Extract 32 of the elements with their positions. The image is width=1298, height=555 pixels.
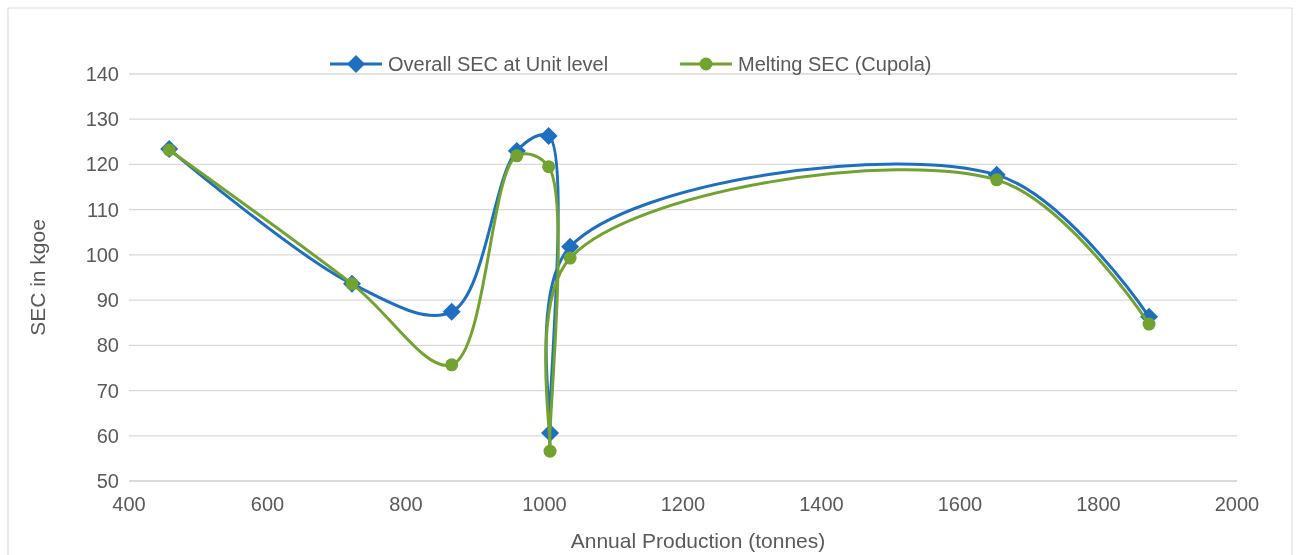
y-axis-title: SEC in kgoe	[26, 219, 49, 336]
point	[510, 149, 524, 163]
point	[539, 126, 558, 145]
y-tick-label: 50	[96, 470, 119, 492]
legend-label: Melting SEC (Cupola)	[738, 53, 932, 75]
legend-label: Overall SEC at Unit level	[388, 53, 609, 75]
y-tick-label: 120	[85, 153, 119, 176]
x-tick-label: 400	[112, 493, 146, 515]
y-tick-label: 70	[96, 379, 119, 402]
point	[990, 173, 1004, 187]
x-tick-label: 1200	[660, 493, 706, 515]
x-tick-label: 1000	[522, 493, 567, 515]
y-tick-label: 130	[85, 108, 119, 131]
x-tick-label: 1800	[1076, 493, 1121, 515]
point	[542, 160, 556, 174]
x-tick-label: 600	[250, 493, 285, 515]
point	[543, 444, 557, 458]
x-tick-label: 1600	[937, 493, 983, 515]
y-tick-label: 100	[85, 243, 119, 266]
x-tick-label: 1400	[799, 493, 844, 515]
x-axis-title: Annual Production (tonnes)	[570, 529, 826, 552]
point	[563, 251, 577, 265]
y-tick-label: 80	[96, 334, 119, 357]
point	[442, 302, 461, 321]
x-tick-label: 800	[389, 493, 423, 515]
x-tick-label: 2000	[1214, 493, 1260, 515]
point	[445, 358, 459, 372]
y-tick-label: 110	[87, 198, 119, 221]
y-tick-label: 140	[85, 63, 119, 85]
point	[1142, 317, 1156, 331]
y-tick-label: 90	[96, 289, 119, 312]
y-tick-label: 60	[96, 424, 119, 447]
